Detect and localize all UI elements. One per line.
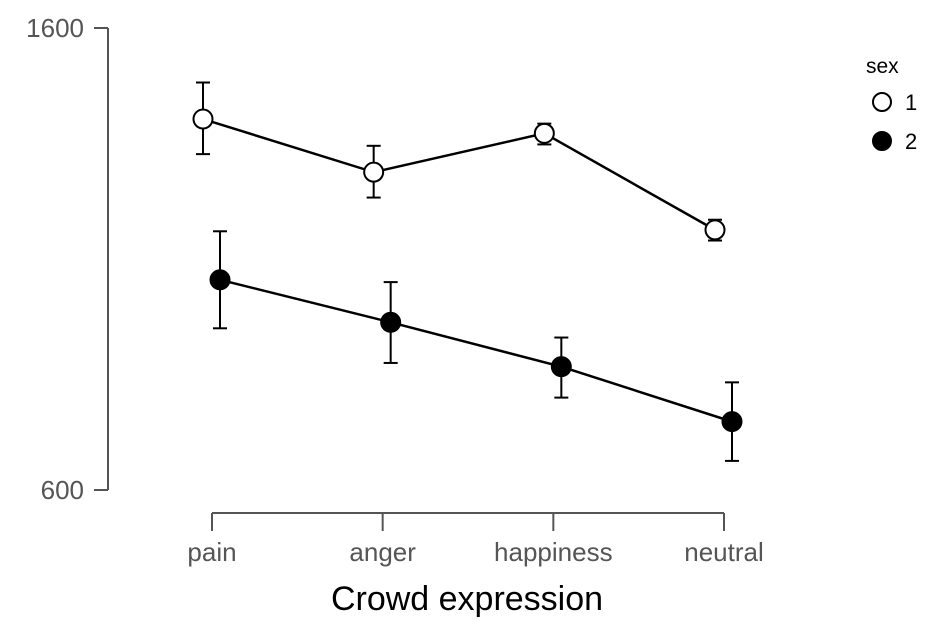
legend-marker xyxy=(872,92,892,112)
y-axis: 600 1600 xyxy=(26,13,109,505)
legend: sex 1 2 xyxy=(866,55,917,154)
data-point xyxy=(721,411,743,433)
legend-label: 2 xyxy=(905,129,917,154)
legend-label: 1 xyxy=(905,90,917,115)
x-tick-label: pain xyxy=(187,537,236,567)
x-axis-title: Crowd expression xyxy=(331,580,603,618)
x-tick-label: happiness xyxy=(494,537,613,567)
series-1 xyxy=(192,81,726,242)
data-point xyxy=(363,161,385,183)
series-line xyxy=(202,117,716,231)
x-axis: pain anger happiness neutral xyxy=(187,512,764,567)
series-2 xyxy=(209,230,743,462)
x-tick-label: neutral xyxy=(684,537,764,567)
legend-title: sex xyxy=(866,55,899,78)
x-tick-label: anger xyxy=(349,537,416,567)
series-line xyxy=(219,278,733,423)
data-point xyxy=(192,108,214,130)
plot-area xyxy=(192,81,743,462)
y-tick-label: 1600 xyxy=(26,13,84,43)
data-point xyxy=(550,356,572,378)
data-point xyxy=(704,219,726,241)
y-tick-label: 600 xyxy=(41,475,84,505)
legend-marker xyxy=(872,131,892,151)
data-point xyxy=(209,269,231,291)
data-point xyxy=(533,122,555,144)
data-point xyxy=(380,311,402,333)
